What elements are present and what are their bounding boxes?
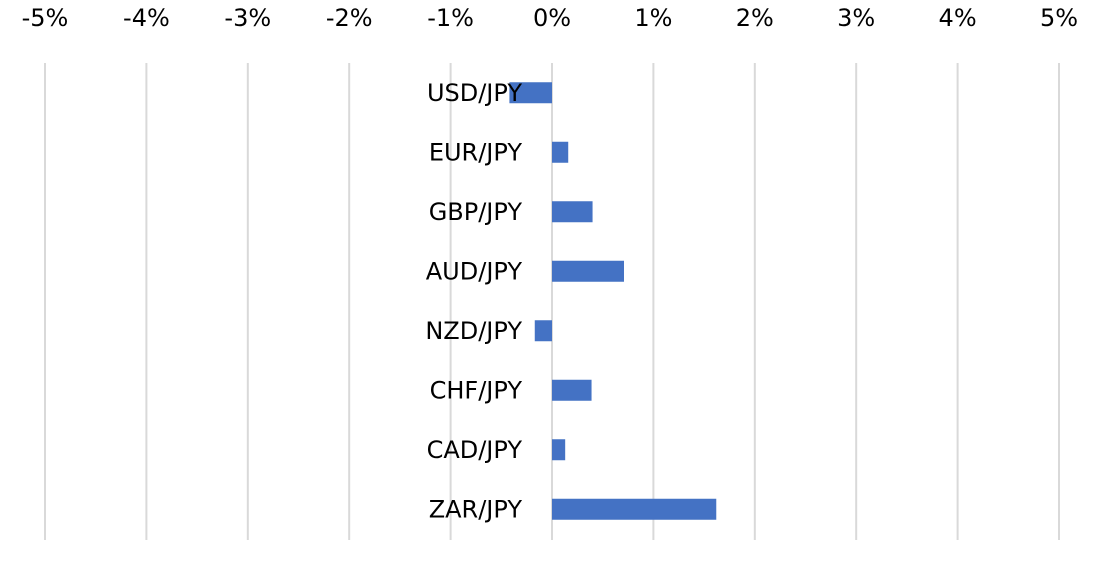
category-label: AUD/JPY (426, 257, 523, 285)
category-label: GBP/JPY (429, 198, 523, 226)
category-label: USD/JPY (427, 79, 522, 107)
bar (552, 379, 592, 401)
category-label: ZAR/JPY (429, 495, 523, 523)
x-tick-label: -1% (427, 4, 474, 32)
category-label: CHF/JPY (430, 376, 523, 404)
gridlines (44, 63, 1060, 540)
x-tick-label: 0% (533, 4, 571, 32)
category-label: NZD/JPY (425, 317, 522, 345)
x-tick-label: -4% (123, 4, 170, 32)
bars (509, 82, 717, 520)
x-tick-label: 4% (939, 4, 977, 32)
bar (552, 260, 624, 282)
category-labels: USD/JPY EUR/JPY GBP/JPY AUD/JPY NZD/JPY CHF/J… (425, 79, 522, 524)
x-tick-label: 5% (1040, 4, 1078, 32)
x-tick-label: -5% (22, 4, 69, 32)
bar (552, 141, 569, 163)
category-label: CAD/JPY (427, 436, 523, 464)
x-tick-label: 1% (634, 4, 672, 32)
bar (509, 82, 552, 104)
bar (534, 320, 552, 342)
x-tick-label: 3% (837, 4, 875, 32)
x-axis-tick-labels: -5% -4% -3% -2% -1% 0% 1% 2% 3% 4% 5% (22, 4, 1078, 32)
category-label: EUR/JPY (429, 138, 523, 166)
x-tick-label: 2% (736, 4, 774, 32)
bar (552, 439, 566, 461)
bar (552, 498, 717, 520)
bar (552, 201, 593, 223)
x-tick-label: -3% (224, 4, 271, 32)
x-tick-label: -2% (326, 4, 373, 32)
